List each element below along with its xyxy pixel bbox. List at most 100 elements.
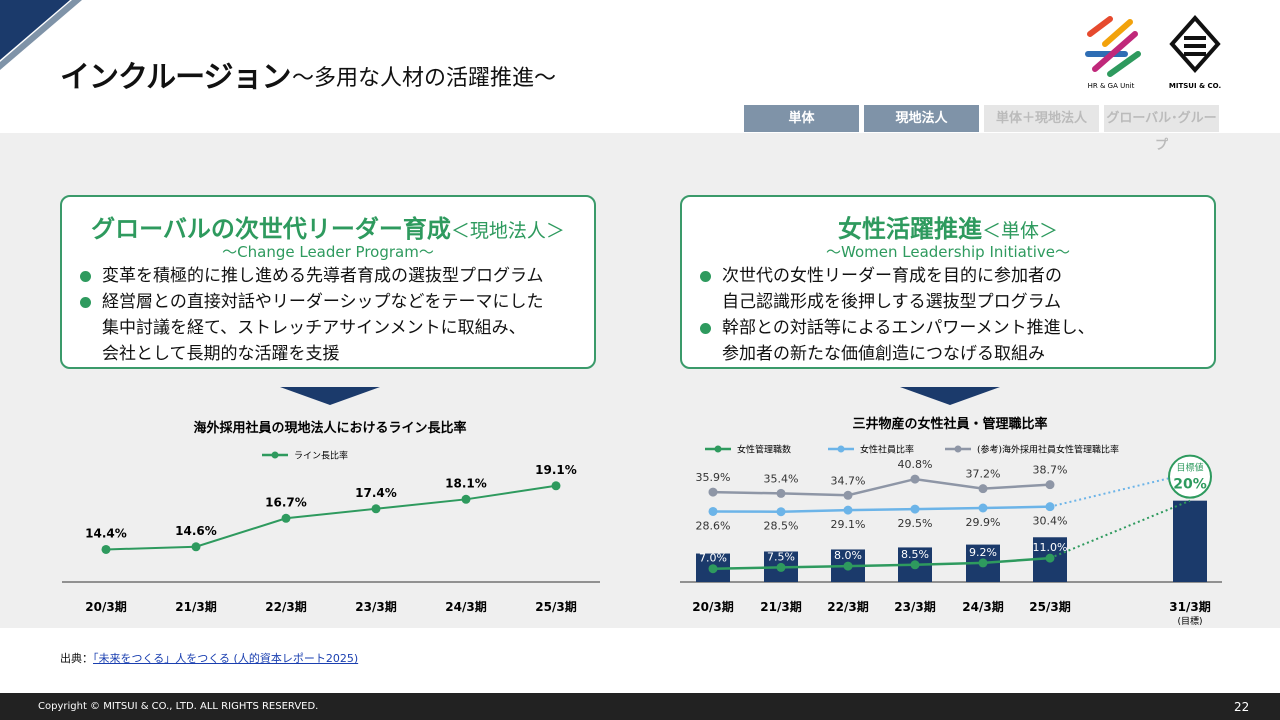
data-label: 30.4% xyxy=(1033,515,1068,528)
data-label: 7.0% xyxy=(699,552,727,565)
line xyxy=(712,556,1051,570)
bullet-line: 幹部との対話等によるエンパワーメント推進し、 xyxy=(722,318,1095,338)
point xyxy=(978,558,988,568)
x-tick-label: 20/3期 xyxy=(85,599,126,614)
point xyxy=(371,504,381,514)
logos: HR & GA Unit MITSUI & CO. xyxy=(1085,14,1221,90)
tab[interactable]: 単体＋現地法人 xyxy=(984,105,1099,132)
bullet: 変革を積極的に推し進める先導者育成の選抜型プログラム xyxy=(80,263,544,289)
data-label: 28.5% xyxy=(764,520,799,533)
data-label: 14.4% xyxy=(85,526,127,540)
target-annotation: 目標値 xyxy=(1176,462,1203,474)
point xyxy=(1045,553,1055,563)
point xyxy=(708,506,718,516)
point xyxy=(978,503,988,513)
data-label: 29.5% xyxy=(898,517,933,530)
data-label: 35.4% xyxy=(764,472,799,485)
tab[interactable]: 現地法人 xyxy=(864,105,979,132)
box-title: グローバルの次世代リーダー育成＜現地法人＞ xyxy=(62,209,594,244)
point xyxy=(776,488,786,498)
x-tick-label: 21/3期 xyxy=(175,599,216,614)
data-label: 35.9% xyxy=(696,471,731,484)
page-subtitle: ～多用な人材の活躍推進～ xyxy=(292,66,557,91)
legend-dot xyxy=(954,445,962,453)
box-subtitle: ～Women Leadership Initiative～ xyxy=(826,243,1070,261)
page-number: 22 xyxy=(1234,700,1250,714)
x-tick-label: 22/3期 xyxy=(827,599,868,614)
x-tick-label: 23/3期 xyxy=(894,599,935,614)
data-label: 34.7% xyxy=(831,474,866,487)
unit-logo-text: HR & GA Unit xyxy=(1088,82,1135,90)
text-box: グローバルの次世代リーダー育成＜現地法人＞ ～Change Leader Prog… xyxy=(60,195,596,369)
legend-dot xyxy=(837,445,845,453)
source-link[interactable]: 「未来をつくる」人をつくる (人的資本レポート2025) xyxy=(93,652,359,665)
legend-label: (参考)海外採用社員女性管理職比率 xyxy=(977,444,1119,456)
company-logo-text: MITSUI & CO. xyxy=(1169,82,1221,90)
box-title-main: グローバルの次世代リーダー育成 xyxy=(91,215,451,243)
chart-title: 海外採用社員の現地法人におけるライン長比率 xyxy=(193,420,466,436)
data-label: 28.6% xyxy=(696,519,731,532)
target-guide xyxy=(1049,499,1191,560)
data-label: 14.6% xyxy=(175,524,217,538)
line xyxy=(105,484,557,551)
data-label: 7.5% xyxy=(767,550,795,563)
legend-label: 女性社員比率 xyxy=(860,444,914,456)
x-tick-label: 31/3期 xyxy=(1169,599,1210,614)
x-tick-label: 23/3期 xyxy=(355,599,396,614)
copyright: Copyright © MITSUI & CO., LTD. ALL RIGHT… xyxy=(38,701,319,712)
data-label: 40.8% xyxy=(898,458,933,471)
legend-label: ライン長比率 xyxy=(294,450,348,462)
box-tag: ＜現地法人＞ xyxy=(450,220,565,242)
x-tick-label: 25/3期 xyxy=(535,599,576,614)
source-label: 出典： xyxy=(60,652,93,665)
bullet-line: 経営層との直接対話やリーダーシップなどをテーマにした xyxy=(102,292,544,312)
data-label: 11.0% xyxy=(1033,541,1068,554)
box-title-main: 女性活躍推進 xyxy=(837,215,982,243)
point xyxy=(551,481,561,491)
bullet: 次世代の女性リーダー育成を目的に参加者の 自己認識形成を後押しする選抜型プログラム xyxy=(700,263,1095,315)
legend-dot xyxy=(714,445,722,453)
data-label: 37.2% xyxy=(966,468,1001,481)
point xyxy=(776,562,786,572)
point xyxy=(776,507,786,517)
point xyxy=(910,504,920,514)
bullet-line: 変革を積極的に推し進める先導者育成の選抜型プログラム xyxy=(102,266,544,286)
point xyxy=(843,561,853,571)
target-guide xyxy=(1049,474,1181,508)
box-subtitle: ～Change Leader Program～ xyxy=(222,243,434,261)
bullet-line: 集中討議を経て、ストレッチアサインメントに取組み、 xyxy=(102,318,526,338)
bullet-list: 次世代の女性リーダー育成を目的に参加者の 自己認識形成を後押しする選抜型プログラム… xyxy=(700,263,1095,367)
data-label: 9.2% xyxy=(969,546,997,559)
data-label: 20% xyxy=(1173,477,1207,493)
data-label: 29.1% xyxy=(831,518,866,531)
charts: 海外採用社員の現地法人におけるライン長比率 20/3期 21/3期 22/3期 23/3… xyxy=(62,387,1222,627)
data-label: 29.9% xyxy=(966,516,1001,529)
tab[interactable]: グローバル･グループ xyxy=(1104,105,1219,153)
data-label: 8.5% xyxy=(901,548,929,561)
x-tick-label: 24/3期 xyxy=(445,599,486,614)
point xyxy=(1045,480,1055,490)
arrow xyxy=(280,387,380,405)
bullet: 経営層との直接対話やリーダーシップなどをテーマにした 集中討議を経て、ストレッチア… xyxy=(80,289,544,367)
chart-title: 三井物産の女性社員・管理職比率 xyxy=(852,416,1047,432)
source: 出典：「未来をつくる」人をつくる (人的資本レポート2025) xyxy=(60,650,358,666)
target-bubble xyxy=(1168,454,1212,499)
point xyxy=(708,487,718,497)
bar xyxy=(1173,500,1207,582)
point xyxy=(708,564,718,574)
data-label: 18.1% xyxy=(445,476,487,490)
category-note: (目標) xyxy=(1177,615,1202,627)
tab[interactable]: 単体 xyxy=(744,105,859,132)
point xyxy=(281,513,291,523)
page-title: インクルージョン xyxy=(60,60,291,95)
x-tick-label: 20/3期 xyxy=(692,599,733,614)
line xyxy=(712,477,1051,497)
bullet-line: 会社として長期的な活躍を支援 xyxy=(102,344,340,364)
legend-label: 女性管理職数 xyxy=(737,444,791,456)
bullet-list: 変革を積極的に推し進める先導者育成の選抜型プログラム 経営層との直接対話やリーダー… xyxy=(80,263,544,367)
data-label: 17.4% xyxy=(355,486,397,500)
point xyxy=(843,490,853,500)
footer: Copyright © MITSUI & CO., LTD. ALL RIGHT… xyxy=(0,693,1280,720)
x-tick-label: 22/3期 xyxy=(265,599,306,614)
